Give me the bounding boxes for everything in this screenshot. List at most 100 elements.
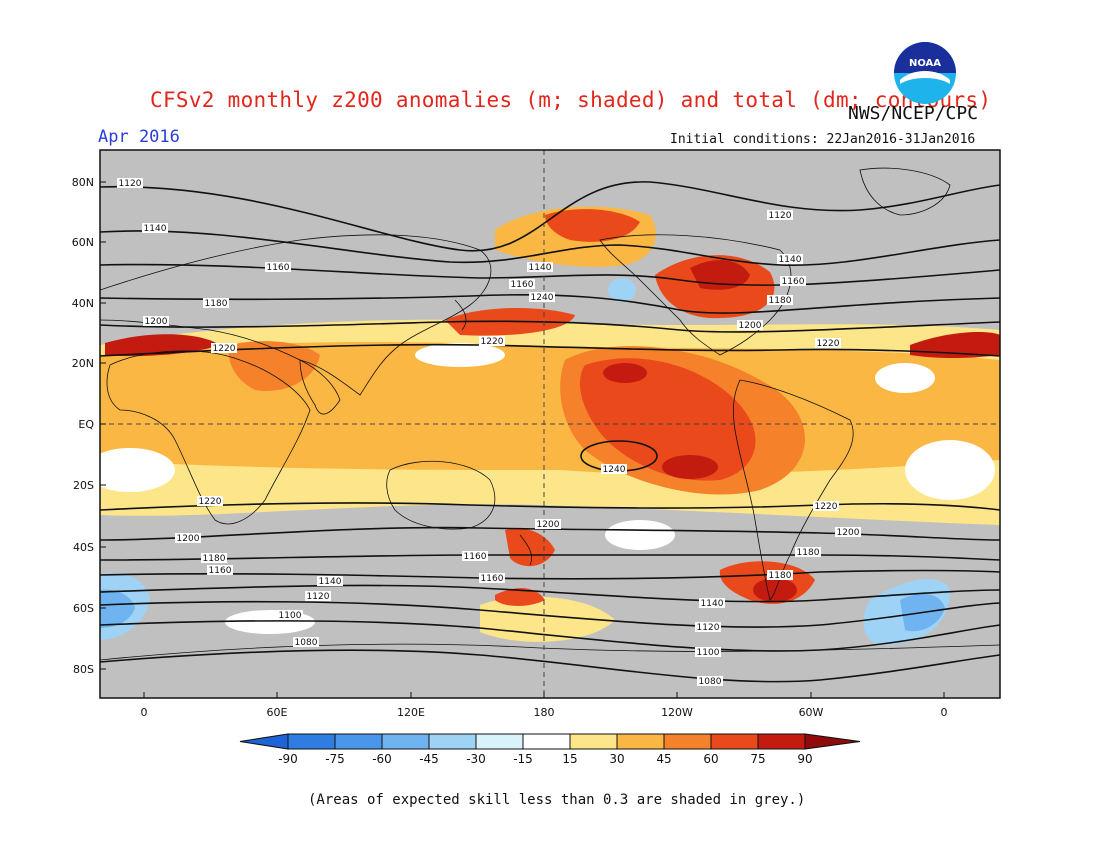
contour-label-bg bbox=[695, 622, 721, 632]
contour-label: 1180 bbox=[797, 548, 820, 558]
contour-label: 1180 bbox=[205, 299, 228, 309]
contour-label: 1160 bbox=[481, 574, 504, 584]
contour-label-bg bbox=[780, 276, 806, 286]
anomaly-neutral-patch bbox=[875, 363, 935, 393]
skill-footnote: (Areas of expected skill less than 0.3 a… bbox=[308, 792, 806, 808]
colorbar: -90 -75 -60 -45 -30 -15 15 30 45 60 75 90 bbox=[239, 733, 861, 766]
longitude-labels: 0 60E 120E 180 120W 60W 0 bbox=[141, 692, 948, 719]
map-gridlines bbox=[100, 150, 1000, 698]
contour-label-bg bbox=[317, 576, 343, 586]
contour-label-bg bbox=[535, 519, 561, 529]
anomaly-neutral-patch bbox=[905, 440, 995, 500]
lon-label: 60W bbox=[799, 706, 824, 719]
contour-label-bg bbox=[479, 336, 505, 346]
colorbar-tick-label: -75 bbox=[325, 752, 345, 766]
colorbar-bin bbox=[569, 733, 618, 750]
anomaly-neutral-patch bbox=[605, 520, 675, 550]
contour-label: 1160 bbox=[209, 566, 232, 576]
contour-label-bg bbox=[277, 610, 303, 620]
contour-label-bg bbox=[695, 647, 721, 657]
contour-1180-north bbox=[100, 293, 1000, 314]
contour-1160-south bbox=[100, 569, 1000, 580]
contour-label: 1160 bbox=[464, 552, 487, 562]
coast-new-zealand bbox=[519, 534, 533, 566]
contour-label: 1160 bbox=[782, 277, 805, 287]
colorbar-bin bbox=[381, 733, 430, 750]
colorbar-arrow-left bbox=[239, 733, 289, 750]
anomaly-pacific-core bbox=[662, 455, 718, 479]
forecast-month: Apr 2016 bbox=[98, 127, 180, 147]
lon-label: 120W bbox=[661, 706, 693, 719]
contour-label: 1180 bbox=[203, 554, 226, 564]
anomaly-negative-sw-core bbox=[100, 589, 135, 628]
contour-1180-south bbox=[100, 554, 1000, 561]
contour-label-bg bbox=[197, 496, 223, 506]
contour-label-bg bbox=[699, 598, 725, 608]
contour-labels: 1120114011601180120012201240112011401160… bbox=[117, 178, 861, 687]
contour-label: 1200 bbox=[537, 520, 560, 530]
colorbar-bin bbox=[287, 733, 336, 750]
contour-1140-south bbox=[100, 584, 1000, 603]
colorbar-arrow-right bbox=[804, 733, 861, 750]
contour-1220-north bbox=[100, 343, 1000, 357]
contour-1200-north bbox=[100, 320, 1000, 333]
anomaly-pacific-max-inner bbox=[579, 358, 756, 481]
contour-label-bg bbox=[143, 316, 169, 326]
contour-label: 1220 bbox=[817, 339, 840, 349]
colorbar-bin bbox=[522, 733, 571, 750]
lat-label: 60N bbox=[72, 236, 94, 249]
contour-label: 1120 bbox=[697, 623, 720, 633]
contour-label-bg bbox=[529, 292, 555, 302]
colorbar-tick-label: -30 bbox=[466, 752, 486, 766]
colorbar-tick-label: 90 bbox=[797, 752, 812, 766]
coast-india bbox=[299, 359, 341, 415]
lat-label: 40S bbox=[73, 541, 94, 554]
contour-label-bg bbox=[737, 320, 763, 330]
contour-1200-south bbox=[100, 526, 1000, 541]
contour-label: 1200 bbox=[837, 528, 860, 538]
contour-label: 1080 bbox=[295, 638, 318, 648]
lon-label: 0 bbox=[941, 706, 948, 719]
contour-label: 1200 bbox=[145, 317, 168, 327]
lon-label: 0 bbox=[141, 706, 148, 719]
colorbar-tick-label: 45 bbox=[656, 752, 671, 766]
contour-label: 1220 bbox=[199, 497, 222, 507]
coast-north-america bbox=[599, 234, 792, 356]
colorbar-tick-label: -60 bbox=[372, 752, 392, 766]
contour-label: 1160 bbox=[511, 280, 534, 290]
contour-label-bg bbox=[293, 637, 319, 647]
contour-label-bg bbox=[479, 573, 505, 583]
contour-label: 1140 bbox=[779, 255, 802, 265]
contour-label: 1100 bbox=[279, 611, 302, 621]
contour-label-bg bbox=[509, 279, 535, 289]
anomaly-neutral-patch bbox=[100, 448, 175, 492]
contour-label-bg bbox=[175, 533, 201, 543]
lat-label: 80N bbox=[72, 176, 94, 189]
anomaly-africa-max bbox=[228, 341, 320, 391]
contour-label-bg bbox=[117, 178, 143, 188]
anomaly-antarctic-ridge bbox=[480, 596, 615, 642]
contour-label-bg bbox=[203, 298, 229, 308]
contour-label-bg bbox=[835, 527, 861, 537]
contour-label-bg bbox=[767, 570, 793, 580]
coast-africa bbox=[106, 350, 311, 525]
contour-label: 1120 bbox=[119, 179, 142, 189]
latitude-labels: 80N 60N 40N 20N EQ 20S 40S 60S 80S bbox=[72, 176, 106, 676]
lon-label: 180 bbox=[534, 706, 555, 719]
anomaly-negative-patch bbox=[608, 278, 636, 302]
anomaly-antarctic-core bbox=[495, 588, 545, 606]
coast-antarctica bbox=[100, 643, 1000, 661]
colorbar-tick-label: 75 bbox=[750, 752, 765, 766]
colorbar-bin bbox=[663, 733, 712, 750]
lon-label: 60E bbox=[267, 706, 288, 719]
contour-label-bg bbox=[777, 254, 803, 264]
noaa-logo: NOAA bbox=[894, 42, 956, 104]
contour-label: 1140 bbox=[144, 224, 167, 234]
contour-1120-south bbox=[100, 600, 1000, 628]
height-contours bbox=[100, 181, 1000, 683]
chart-title: CFSv2 monthly z200 anomalies (m; shaded)… bbox=[150, 88, 992, 112]
lat-label: 20S bbox=[73, 479, 94, 492]
contour-label-bg bbox=[767, 295, 793, 305]
contour-label: 1200 bbox=[739, 321, 762, 331]
